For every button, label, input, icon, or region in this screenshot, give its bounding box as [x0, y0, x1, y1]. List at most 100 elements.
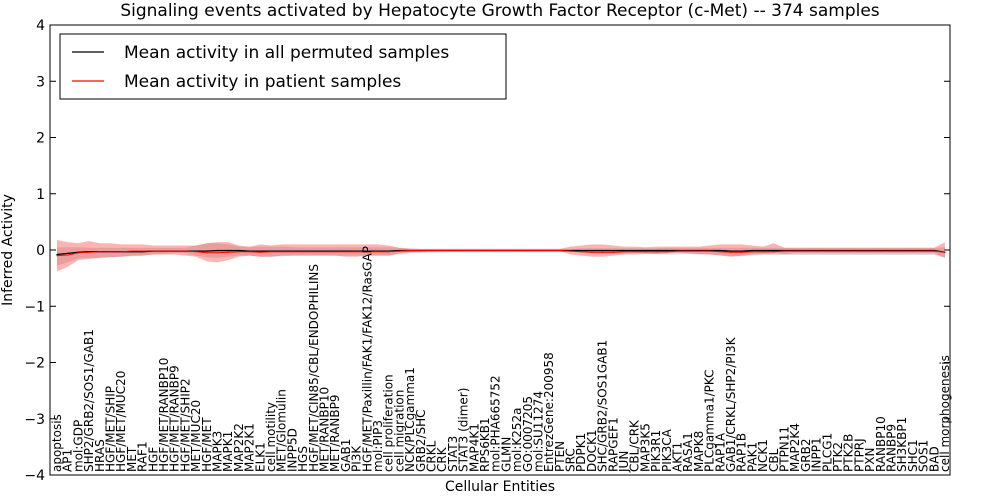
data-point — [901, 250, 903, 252]
y-tick-label: −1 — [24, 299, 45, 315]
x-tick-label: AKT1 — [671, 442, 685, 472]
tick-layer: −4 −3 −2 −1 0 1 2 3 4 — [24, 18, 950, 484]
data-point — [527, 249, 529, 252]
x-tick-label: cell motility — [264, 402, 278, 472]
x-tick-label: mol:SU11274 — [531, 391, 545, 472]
x-tick-label: SHC/GRB2/SOS1GAB1 — [596, 340, 610, 472]
y-tick-label: −2 — [24, 356, 45, 372]
x-tick-label: STAT3 (dimer) — [457, 388, 471, 472]
x-tick-label-layer: apoptosisAP1mol:GDPSHP2/GRB2/SOS1/GAB1HR… — [50, 246, 952, 473]
data-point — [751, 251, 754, 253]
data-point — [719, 249, 721, 252]
x-tick-label: mol:GDP — [71, 420, 85, 472]
data-point — [420, 249, 422, 252]
data-point — [591, 251, 593, 253]
data-point — [270, 251, 272, 253]
data-point — [473, 249, 475, 252]
data-point — [163, 250, 165, 252]
data-point — [644, 249, 647, 252]
x-tick-label: MAP2K4 — [788, 423, 802, 472]
x-tick-label: PTPN11 — [778, 426, 792, 472]
x-tick-label: cell proliferation — [382, 374, 396, 472]
data-point — [398, 250, 400, 252]
data-point — [366, 251, 368, 253]
data-point — [238, 251, 240, 253]
x-tick-label: EntrezGene:200958 — [542, 352, 556, 472]
data-point — [323, 251, 326, 253]
x-tick-label: AP1 — [61, 449, 75, 472]
x-tick-label: STAT3 — [446, 436, 460, 472]
data-point — [751, 249, 754, 252]
data-point — [698, 250, 700, 252]
x-tick-label: DOCK1 — [585, 429, 599, 472]
band-layer — [57, 239, 945, 272]
x-tick-label: HGF/MET/SHIP — [103, 386, 117, 472]
data-point — [302, 251, 304, 253]
x-tick-label: RAP1B — [735, 433, 749, 472]
x-tick-label: PLCG1 — [820, 433, 834, 472]
data-point — [837, 250, 839, 252]
data-point — [291, 251, 293, 253]
x-tick-label: HGF/MET/Paxillin/FAK1/FAK12/RasGAP — [360, 246, 374, 472]
data-point — [184, 250, 186, 252]
legend-box — [59, 33, 507, 100]
data-point — [794, 250, 796, 252]
x-tick-label: MAPK8 — [692, 431, 706, 472]
x-tick-label: GAB1 — [339, 439, 353, 472]
x-tick-label: HGF/MET/RANBP9 — [168, 365, 182, 472]
data-point — [569, 250, 572, 252]
band-patient — [57, 239, 945, 272]
x-tick-label: JUN — [617, 451, 631, 473]
data-point — [355, 251, 358, 253]
x-tick-label: NCK/PLCgamma1 — [403, 367, 417, 472]
x-tick-label: HGF — [146, 447, 160, 472]
x-tick-label: INPP1 — [810, 437, 824, 472]
data-point — [99, 251, 101, 253]
data-point — [591, 249, 593, 252]
data-point — [174, 250, 176, 252]
x-tick-label: MAPK1 — [221, 431, 235, 472]
x-tick-label: PTEN — [553, 441, 567, 472]
data-point — [869, 250, 871, 252]
x-tick-label: cell morphogenesis — [938, 355, 952, 472]
legend: Mean activity in all permuted samples Mea… — [59, 33, 507, 100]
data-point — [452, 249, 454, 252]
data-point — [912, 250, 914, 252]
data-point — [67, 252, 69, 254]
data-point — [773, 251, 775, 253]
data-point — [559, 249, 561, 252]
data-point — [216, 252, 219, 254]
x-tick-label: RASA1 — [681, 432, 695, 472]
data-point — [773, 249, 775, 252]
data-point — [634, 251, 636, 253]
data-point — [709, 250, 711, 252]
x-tick-label: PTPRJ — [852, 438, 866, 472]
x-tick-label: HGF/MET/RANBP10 — [157, 358, 171, 472]
x-tick-label: HGF/MET/CIN85/CBL/ENDOPHILINS — [307, 264, 321, 472]
data-point — [227, 251, 229, 253]
data-point — [216, 249, 219, 252]
x-tick-label: MET/Glomulin — [275, 389, 289, 472]
data-point — [826, 250, 828, 252]
legend-label: Mean activity in all permuted samples — [124, 43, 449, 63]
data-point — [923, 250, 925, 252]
x-tick-label: MAP2K2 — [232, 423, 246, 472]
y-tick-label: 4 — [36, 18, 45, 34]
data-point — [248, 251, 251, 253]
data-point — [281, 251, 283, 253]
x-tick-label: mol:PHA665752 — [489, 375, 503, 472]
x-tick-label: GRB2/SHC — [414, 409, 428, 472]
data-point — [741, 250, 743, 252]
data-point — [548, 249, 550, 252]
data-point — [227, 249, 229, 252]
x-tick-label: cell migration — [392, 390, 406, 472]
data-point — [430, 249, 433, 252]
data-point — [152, 250, 154, 252]
data-point — [816, 250, 818, 252]
x-tick-label: HGS — [296, 446, 310, 472]
legend-label: Mean activity in patient samples — [124, 72, 401, 92]
x-tick-label: mol:PIP3 — [371, 420, 385, 472]
data-point — [580, 249, 582, 252]
data-point — [687, 250, 689, 252]
data-point — [623, 249, 625, 252]
